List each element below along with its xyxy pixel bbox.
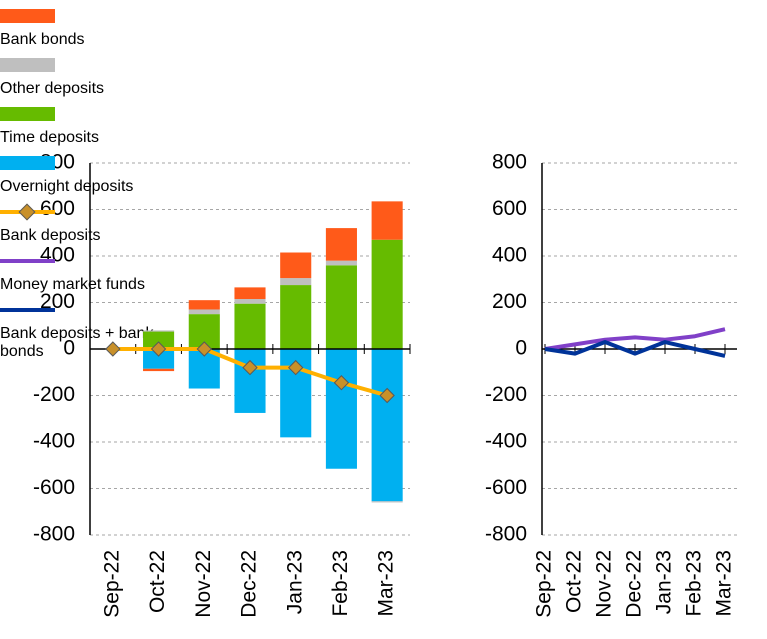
bar [143,330,175,332]
x-tick-label: Jan-23 [653,550,676,614]
bar [371,201,403,240]
y-tick-label: -800 [485,523,527,546]
legend-label: Other deposits [0,80,105,97]
legend-box [0,58,55,72]
y-tick-label: 400 [492,244,527,267]
legend-label: Money market funds [0,276,145,293]
legend-item: Time deposits [0,98,767,147]
bar [188,300,220,310]
x-tick-label: Feb-23 [329,550,352,617]
bar [371,501,403,503]
x-tick-label: Oct-22 [146,550,169,613]
x-tick-label: Jan-23 [283,550,306,614]
y-tick-label: -200 [485,383,527,406]
legend-box [0,107,55,121]
legend-item: Overnight deposits [0,147,767,196]
legend-label: Bank deposits + bank bonds [0,325,154,360]
bar [325,260,357,266]
legend-marker [18,203,36,221]
legend-box [0,156,55,170]
legend-swatch [0,98,55,129]
legend-item: Other deposits [0,49,767,98]
legend-line [0,259,55,263]
y-tick-label: 800 [492,151,527,174]
x-tick-label: Dec-22 [623,550,646,618]
bar [234,287,266,300]
legend-item: Bank deposits + bank bonds [0,294,767,361]
legend-swatch [0,196,55,227]
y-tick-label: 0 [515,337,527,360]
legend-box [0,9,55,23]
x-tick-label: Mar-23 [375,550,398,617]
x-tick-label: Nov-22 [192,550,215,618]
marker [150,341,167,357]
y-tick-label: -200 [33,383,75,406]
bar [325,265,357,349]
x-tick-label: Mar-23 [713,550,736,617]
marker [333,375,350,391]
x-tick-label: Sep-22 [533,550,556,618]
legend-swatch [0,49,55,80]
bar [143,349,175,369]
y-tick-label: -600 [485,476,527,499]
x-tick-label: Dec-22 [238,550,261,618]
y-tick-label: 0 [63,337,75,360]
marker [242,359,258,376]
bar [234,303,266,349]
marker [196,341,212,357]
legend-item: Bank deposits [0,196,767,245]
x-tick-label: Oct-22 [563,550,586,613]
legend-label: Overnight deposits [0,178,134,195]
legend-swatch [0,245,55,276]
legend-label: Bank bonds [0,31,85,48]
bar [143,331,175,349]
bar [234,349,266,413]
line [544,340,726,358]
bar [234,299,266,304]
y-tick-label: -400 [33,430,75,453]
bar [325,349,357,469]
legend-swatch [0,294,55,325]
legend-swatch [0,147,55,178]
bar [280,278,312,286]
y-tick-label: 200 [40,290,75,313]
x-tick-label: Nov-22 [593,550,616,618]
y-tick-label: -400 [485,430,527,453]
bar [325,228,357,261]
marker [105,341,121,357]
x-tick-label: Feb-23 [683,550,706,617]
marker [379,387,395,404]
y-tick-label: 600 [492,197,527,220]
legend-label: Time deposits [0,129,99,146]
y-tick-label: 200 [492,290,527,313]
legend-line [0,308,55,312]
bar [371,349,403,502]
bar [371,239,403,349]
legend-swatch [0,0,55,31]
y-tick-label: -800 [33,523,75,546]
bar [280,252,312,279]
marker [288,359,304,376]
bar [143,368,175,372]
y-tick-label: -600 [33,476,75,499]
x-tick-label: Sep-22 [100,550,123,618]
bar [188,309,220,315]
legend-label: Bank deposits [0,227,101,244]
legend-item: Bank bonds [0,0,767,49]
legend-item: Money market funds [0,245,767,294]
bar [280,285,312,349]
line [544,327,726,351]
y-tick-label: 600 [40,197,75,220]
